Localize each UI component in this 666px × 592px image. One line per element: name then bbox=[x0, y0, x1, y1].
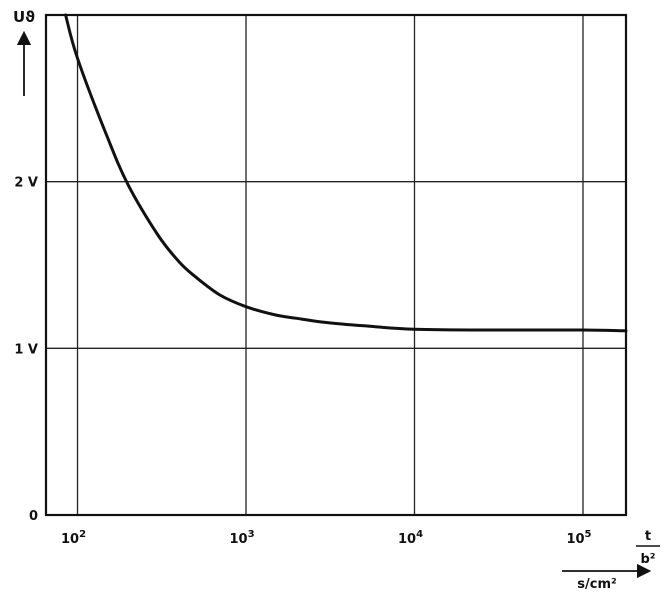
y-tick-label: 1 V bbox=[14, 342, 38, 357]
plot-frame bbox=[44, 13, 628, 517]
x-tick-label: 104 bbox=[398, 529, 423, 547]
grid bbox=[46, 15, 626, 515]
x-label-numerator: t bbox=[645, 529, 651, 544]
x-tick-label: 105 bbox=[566, 529, 591, 547]
x-label-denominator: b² bbox=[641, 552, 656, 567]
y-tick-label: 2 V bbox=[14, 176, 38, 191]
x-tick-label: 103 bbox=[229, 529, 254, 547]
y-tick-label: 0 bbox=[29, 509, 38, 524]
series-line bbox=[64, 13, 628, 333]
x-tick-label: 102 bbox=[61, 529, 86, 547]
x-axis-unit: s/cm² bbox=[577, 577, 616, 592]
y-axis-label: Uϑ bbox=[13, 8, 35, 26]
